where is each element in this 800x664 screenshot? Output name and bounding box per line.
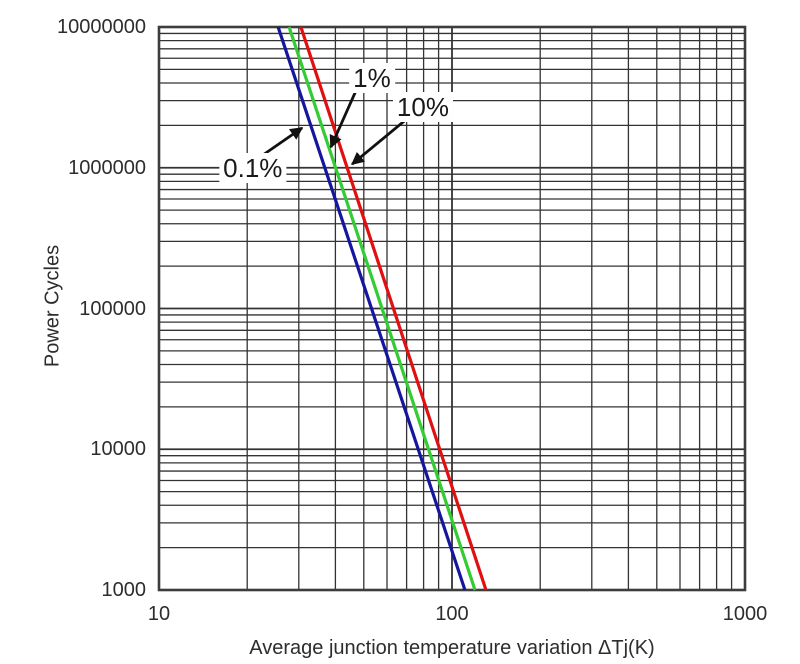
series-line-10% [299,26,488,591]
x-tick-label-100: 100 [435,603,469,625]
annotation-arrow-0.1% [261,126,304,157]
y-tick-label-1000: 1000 [101,579,147,601]
annotation-label-1%: 1% [349,63,395,94]
x-tick-label-10: 10 [147,603,171,625]
plot-border [157,25,747,592]
series-line-0.1% [276,26,467,591]
x-tick-label-1000: 1000 [722,603,768,625]
series-line-1% [287,26,477,591]
annotation-arrow-1% [329,85,360,149]
y-tick-label-1000000: 1000000 [68,156,146,179]
y-tick-label-10000000: 10000000 [57,16,146,38]
y-tick-label-10000: 10000 [90,438,146,461]
annotation-label-10%: 10% [392,92,453,123]
annotation-arrow-10% [351,116,409,166]
x-axis-title: Average junction temperature variation Δ… [249,637,655,659]
annotation-label-0.1%: 0.1% [219,152,287,183]
y-tick-label-100000: 100000 [79,297,146,320]
